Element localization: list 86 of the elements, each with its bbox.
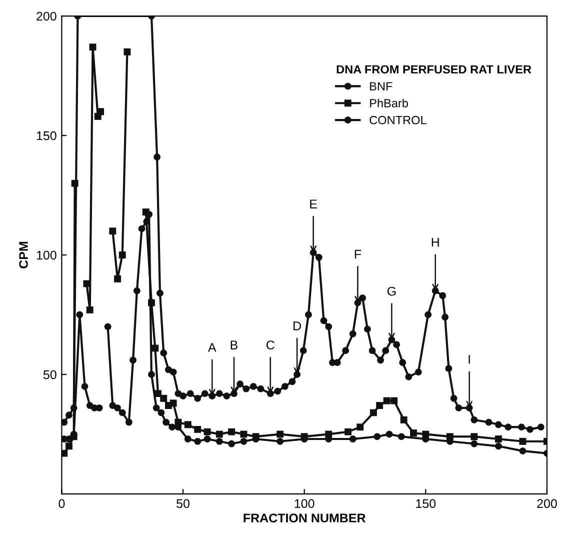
point — [204, 428, 211, 436]
point — [204, 436, 211, 442]
annotation: D — [294, 322, 301, 330]
point — [519, 447, 526, 454]
point — [125, 418, 132, 426]
point — [158, 409, 165, 416]
point — [228, 428, 236, 436]
point — [410, 430, 417, 436]
point — [376, 402, 384, 410]
point — [124, 48, 131, 56]
point — [228, 440, 236, 448]
point — [470, 433, 478, 440]
point — [398, 433, 405, 440]
point — [194, 438, 202, 445]
point — [184, 421, 192, 428]
point — [66, 442, 72, 450]
point — [160, 394, 168, 402]
point — [349, 436, 356, 442]
point — [71, 180, 78, 187]
point — [276, 438, 284, 445]
point — [370, 409, 377, 416]
y-tick-label: 150 — [36, 131, 56, 140]
annotation: E — [310, 200, 317, 208]
legend-label: PhBarb — [370, 98, 408, 108]
x-tick-label: 150 — [416, 499, 436, 508]
point — [374, 433, 381, 440]
point — [170, 400, 177, 407]
x-tick-label: 200 — [537, 499, 557, 508]
point — [109, 402, 116, 410]
annotation: H — [432, 238, 439, 247]
point — [86, 306, 94, 314]
legend-title: DNA FROM PERFUSED RAT LIVER — [336, 65, 532, 74]
y-tick-label: 200 — [36, 12, 56, 21]
annotation: B — [230, 340, 238, 350]
point — [162, 418, 170, 426]
point — [81, 382, 88, 390]
point — [114, 404, 121, 412]
x-tick-label: 0 — [58, 499, 65, 508]
annotation: I — [468, 355, 470, 364]
x-axis-title: FRACTION NUMBER — [244, 514, 366, 522]
point — [240, 438, 248, 445]
point — [216, 430, 223, 438]
point — [470, 440, 478, 448]
y-axis-title: CPM — [19, 242, 28, 268]
point — [168, 424, 176, 431]
point — [194, 426, 202, 433]
point — [383, 397, 390, 404]
point — [109, 228, 116, 235]
point — [118, 252, 126, 258]
point — [148, 370, 155, 378]
point — [240, 430, 248, 438]
point — [184, 436, 192, 442]
annotation: C — [266, 340, 274, 350]
point — [118, 409, 126, 416]
point — [152, 404, 160, 412]
point — [83, 280, 90, 288]
legend-label: CONTROL — [370, 116, 426, 124]
y-tick-label: 100 — [36, 250, 56, 260]
point — [143, 218, 150, 226]
point — [97, 108, 104, 116]
point — [133, 287, 140, 294]
point — [400, 416, 408, 424]
point — [276, 430, 284, 438]
point — [114, 275, 121, 282]
annotation: F — [354, 250, 362, 259]
annotation: A — [208, 343, 216, 352]
point — [356, 424, 364, 431]
y-tick-label: 50 — [43, 370, 56, 380]
annotation: G — [387, 286, 396, 296]
point — [89, 44, 96, 51]
point — [216, 438, 223, 445]
point — [519, 438, 526, 445]
point — [494, 442, 502, 450]
x-tick-label: 100 — [294, 499, 314, 508]
point — [344, 428, 352, 436]
x-tick-label: 50 — [176, 499, 190, 508]
legend-label: BNF — [370, 82, 392, 90]
point — [104, 323, 112, 330]
point — [96, 404, 103, 412]
point — [152, 344, 159, 352]
point — [494, 436, 502, 442]
point — [386, 430, 393, 438]
point — [138, 225, 146, 232]
point — [130, 356, 137, 364]
point — [76, 311, 84, 318]
point — [390, 397, 398, 404]
